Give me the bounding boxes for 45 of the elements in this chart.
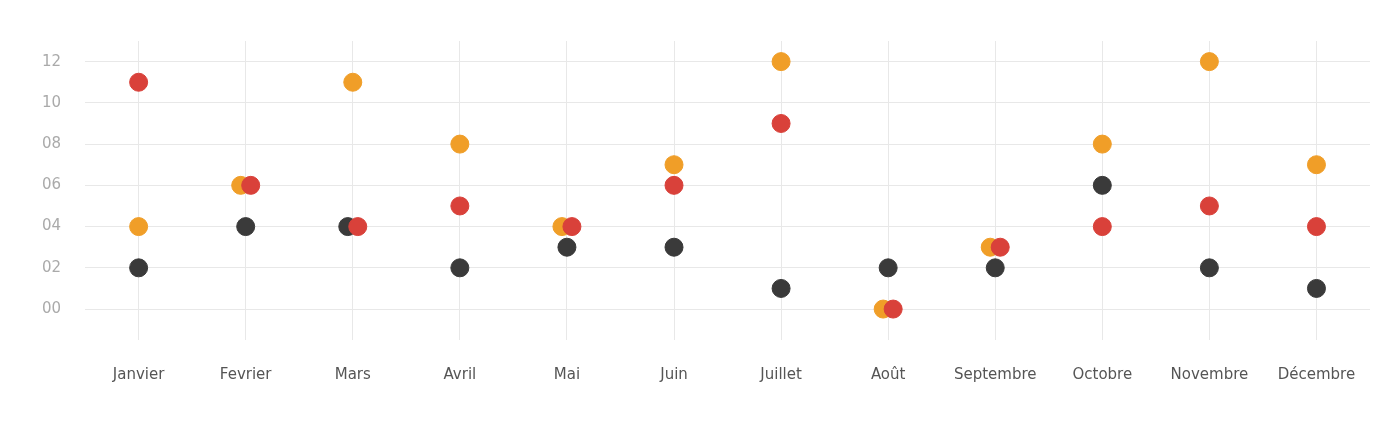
point: [1306, 155, 1326, 175]
y-tick-label: 08: [41, 133, 62, 152]
point: [878, 258, 898, 278]
x-tick-label: Fevrier: [219, 364, 273, 383]
x-tick-label: Juin: [659, 364, 688, 383]
point: [129, 258, 149, 278]
x-tick-label: Juillet: [759, 364, 802, 383]
point: [1199, 52, 1219, 72]
point: [1092, 134, 1112, 154]
point: [129, 72, 149, 92]
point: [771, 278, 791, 298]
point: [985, 258, 1005, 278]
y-tick-label: 06: [41, 175, 62, 194]
point: [1199, 258, 1219, 278]
point: [664, 237, 684, 257]
x-tick-label: Mars: [334, 364, 372, 383]
y-tick-label: 04: [41, 216, 62, 235]
point: [129, 217, 149, 237]
x-tick-label: Novembre: [1170, 364, 1249, 383]
point: [450, 196, 470, 216]
point: [1092, 175, 1112, 195]
point: [664, 155, 684, 175]
x-tick-label: Décembre: [1277, 364, 1356, 383]
x-tick-label: Septembre: [953, 364, 1037, 383]
y-tick-label: 12: [41, 51, 62, 70]
y-tick-label: 02: [41, 257, 62, 276]
point: [664, 175, 684, 195]
point: [1306, 278, 1326, 298]
y-tick-label: 10: [41, 92, 62, 111]
x-tick-label: Mai: [553, 364, 581, 383]
x-tick-label: Avril: [443, 364, 477, 383]
point: [450, 134, 470, 154]
point: [557, 237, 577, 257]
point: [771, 52, 791, 72]
x-tick-label: Janvier: [111, 364, 166, 383]
point: [1306, 217, 1326, 237]
point: [1092, 217, 1112, 237]
point: [450, 258, 470, 278]
point: [771, 113, 791, 133]
x-tick-label: Août: [870, 364, 906, 383]
point: [1199, 196, 1219, 216]
point: [236, 217, 256, 237]
point: [343, 72, 363, 92]
x-tick-label: Octobre: [1072, 364, 1133, 383]
y-tick-label: 00: [41, 298, 62, 317]
